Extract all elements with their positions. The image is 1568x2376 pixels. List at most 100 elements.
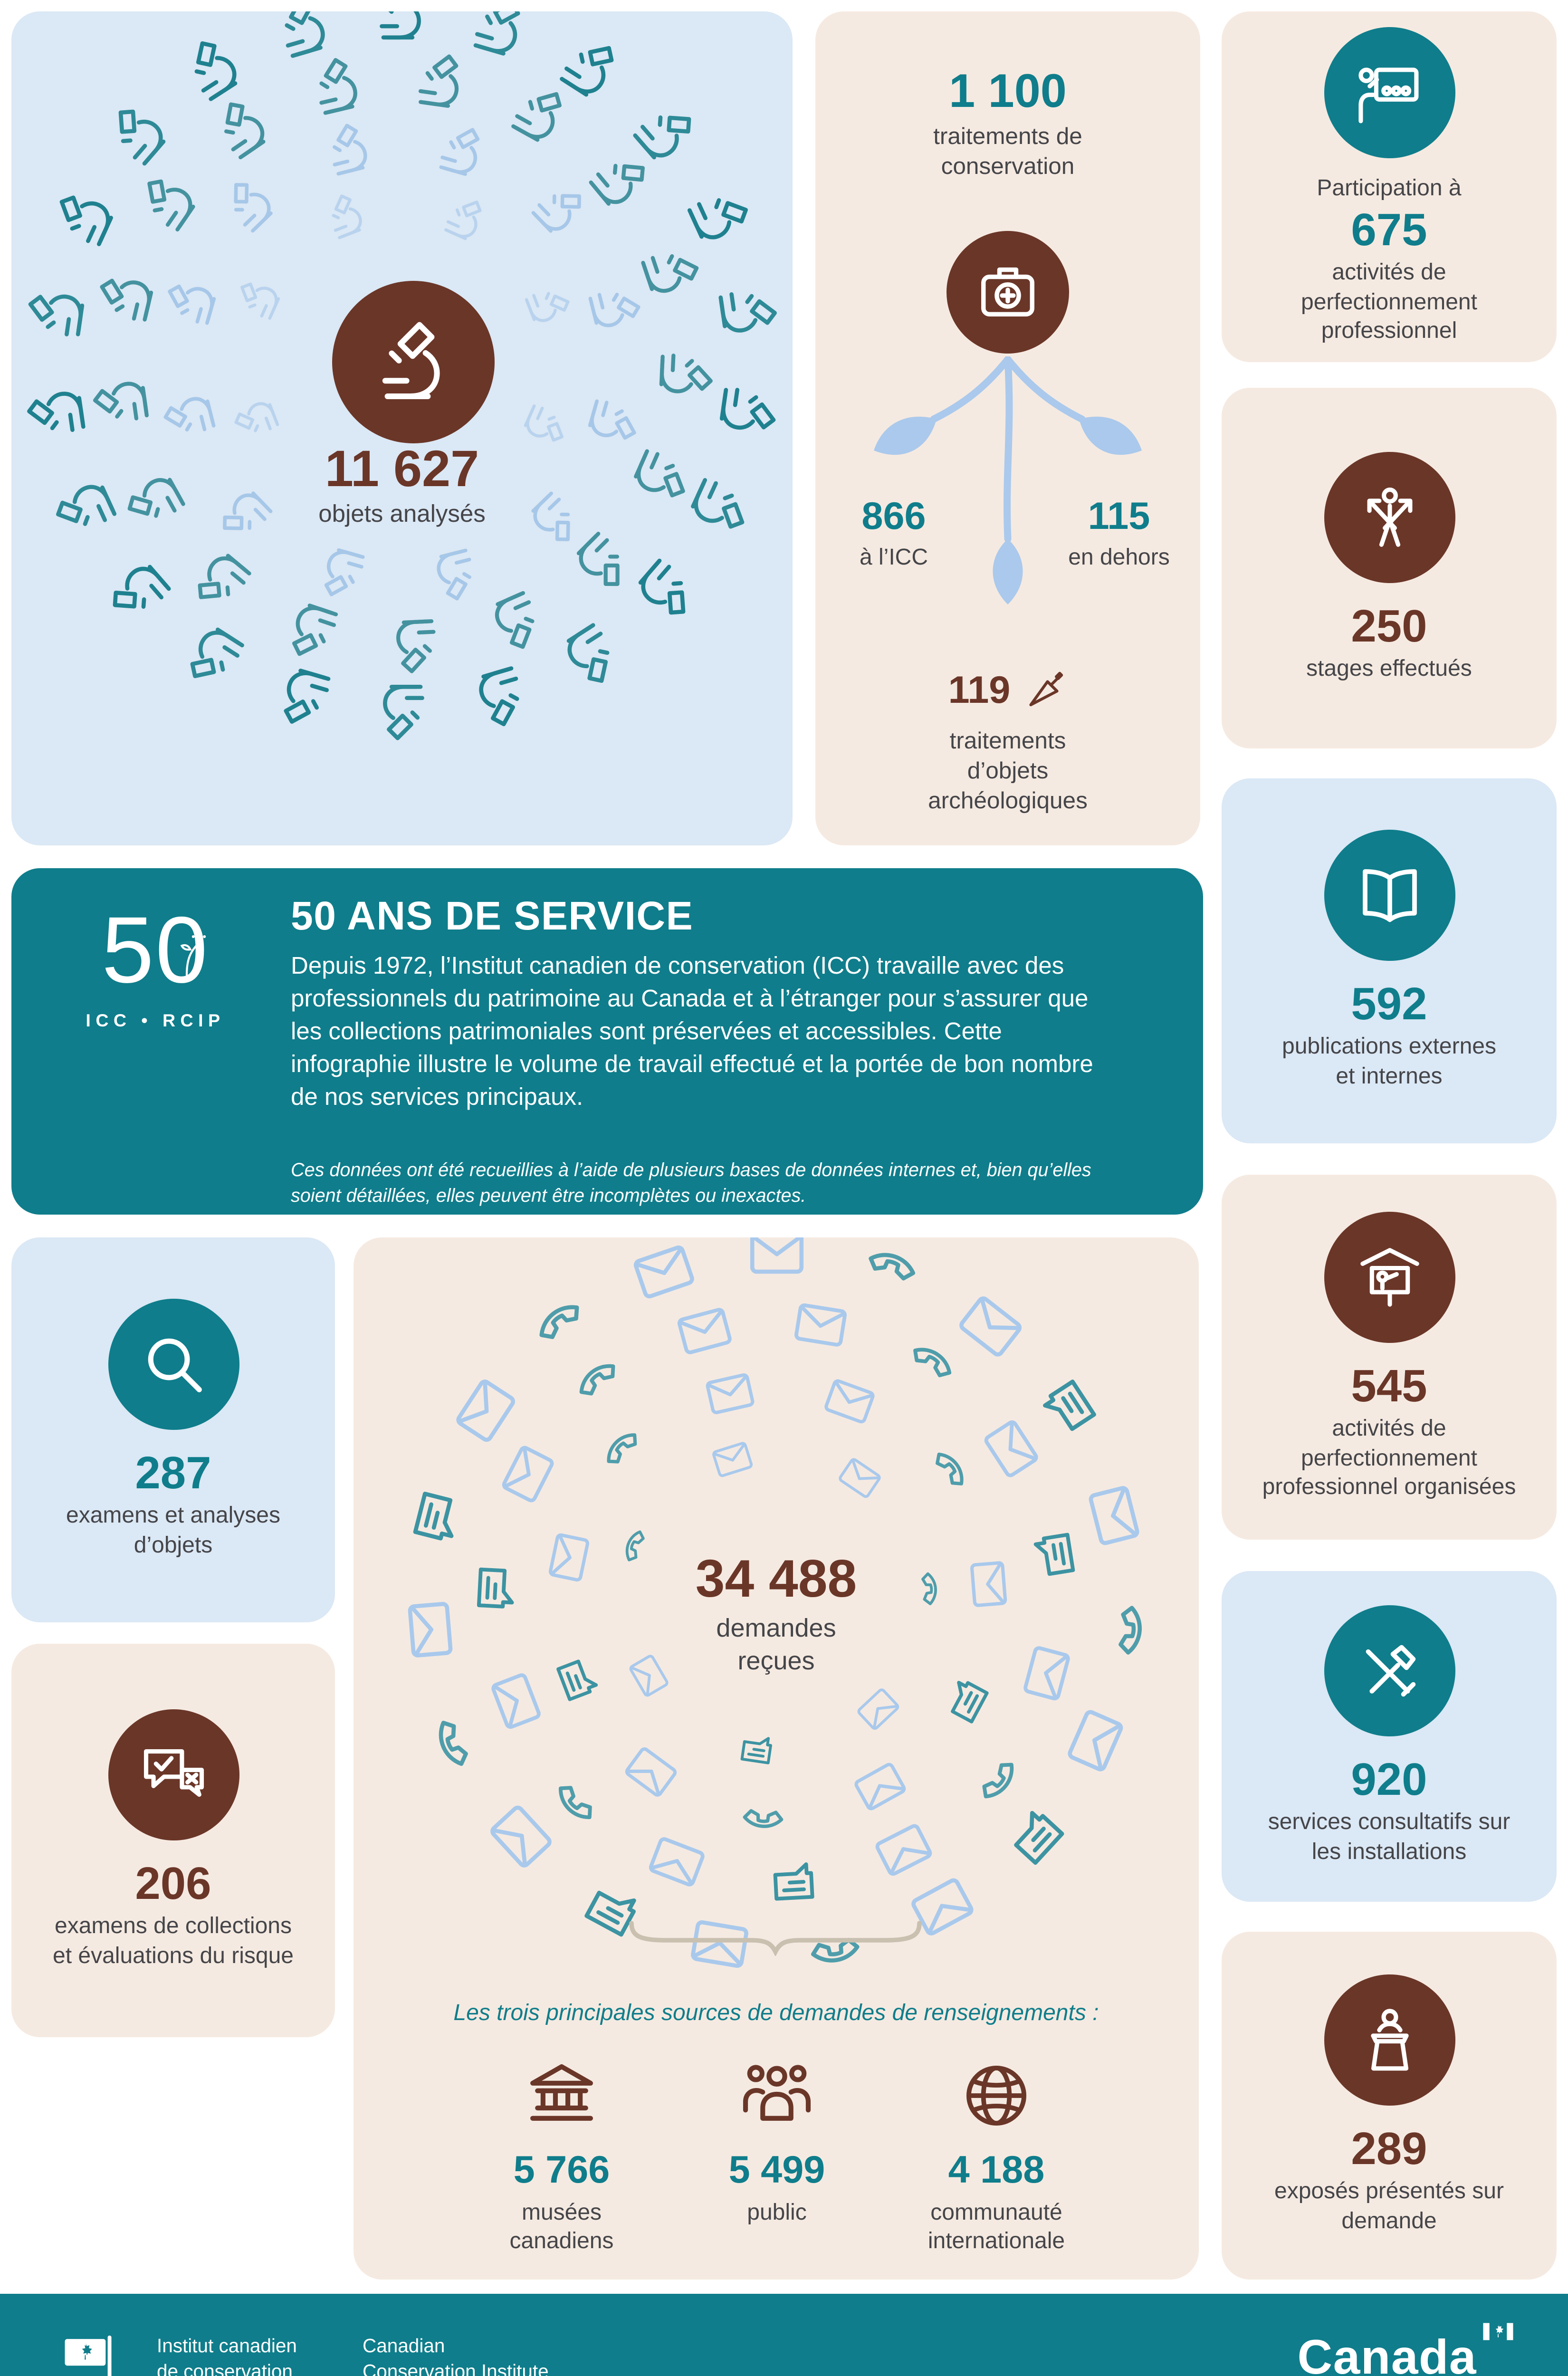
microscope-icon bbox=[277, 11, 326, 56]
person-arrows-icon bbox=[1352, 480, 1426, 554]
microscope-icon bbox=[634, 101, 698, 163]
facility-advisory-label: services consultatifs sur les installati… bbox=[1268, 1811, 1511, 1865]
treatments-at-icc: 866 à l’ICC bbox=[820, 495, 968, 573]
branch-graphic bbox=[874, 356, 1142, 604]
presentations-label: exposés présentés sur demande bbox=[1274, 2180, 1504, 2234]
microscope-icon bbox=[28, 392, 84, 436]
envelope-icon bbox=[1090, 1487, 1138, 1544]
envelope-icon bbox=[503, 1447, 554, 1502]
publications-value: 592 bbox=[1351, 977, 1427, 1029]
phone-icon bbox=[980, 1760, 1018, 1802]
chat-icon bbox=[775, 1864, 813, 1899]
banner-title: 50 ANS DE SERVICE bbox=[291, 894, 694, 938]
phone-icon bbox=[435, 1719, 469, 1767]
collection-assessments-label: examens de collections et évaluations du… bbox=[53, 1915, 294, 1969]
requests-value: 34 488 bbox=[695, 1550, 857, 1608]
treatments-outside: 115 en dehors bbox=[1045, 495, 1193, 573]
envelope-icon bbox=[1069, 1711, 1122, 1771]
cci-flag-logo bbox=[65, 2335, 112, 2376]
envelope-icon bbox=[858, 1689, 899, 1730]
envelope-icon bbox=[752, 1237, 802, 1272]
footer-fr-line2: de conservation bbox=[157, 2360, 293, 2376]
banner-body: Depuis 1972, l’Institut canadien de cons… bbox=[291, 952, 1093, 1111]
card-facility-advisory: 920 services consultatifs sur les instal… bbox=[1222, 1571, 1557, 1902]
logo-flower-sprig bbox=[180, 929, 206, 977]
envelope-icon bbox=[876, 1825, 932, 1876]
treatments-value: 1 100 bbox=[949, 64, 1067, 117]
footer-fr-name: Institut canadien de conservation bbox=[157, 2334, 297, 2376]
banner-50-years: 50 ICC • RCIP 50 ANS DE SERVICE Depuis 1… bbox=[11, 868, 1203, 1215]
phone-icon bbox=[744, 1811, 782, 1828]
microscope-icon bbox=[398, 621, 435, 672]
microscope-icon bbox=[288, 604, 337, 661]
source-public-label: public bbox=[747, 2201, 807, 2225]
chat-icon bbox=[946, 1679, 987, 1722]
microscope-icon bbox=[720, 288, 776, 333]
microscope-icon bbox=[419, 53, 461, 107]
microscope-icon bbox=[27, 292, 83, 336]
envelope-icon bbox=[635, 1246, 693, 1298]
microscope-icon bbox=[105, 103, 168, 165]
microscope-badge bbox=[332, 281, 495, 443]
trowel-icon bbox=[1022, 667, 1067, 713]
source-museums-label: musées canadiens bbox=[509, 2201, 614, 2254]
microscope-icon bbox=[588, 400, 640, 443]
presentations-badge bbox=[1323, 1974, 1455, 2106]
magnifier-icon bbox=[136, 1327, 210, 1401]
banner-note: Ces données ont été recueillies à l’aide… bbox=[291, 1159, 1091, 1206]
microscope-icon bbox=[689, 188, 751, 243]
microscope-icon bbox=[436, 550, 478, 602]
presenter-icon bbox=[1352, 1240, 1426, 1314]
card-collection-assessments: 206 examens de collections et évaluation… bbox=[11, 1644, 335, 2037]
treatments-label-1: traitements de bbox=[933, 124, 1082, 150]
source-international-value: 4 188 bbox=[948, 2148, 1045, 2191]
microscope-icon bbox=[326, 123, 368, 174]
card-presentations: 289 exposés présentés sur demande bbox=[1222, 1932, 1557, 2280]
examinations-badge bbox=[107, 1298, 239, 1430]
requests-label-2: reçues bbox=[737, 1647, 815, 1675]
source-museums: 5 766 musées canadiens bbox=[433, 2044, 690, 2257]
envelope-icon bbox=[492, 1674, 540, 1728]
treatments-card: 1 100 traitements de conservation 866 à … bbox=[815, 11, 1200, 845]
envelope-icon bbox=[855, 1763, 905, 1810]
objects-analyzed-label: objets analysés bbox=[318, 500, 486, 527]
treatments-outside-label: en dehors bbox=[1068, 546, 1170, 570]
envelope-icon bbox=[985, 1421, 1037, 1477]
publications-label: publications externes et internes bbox=[1282, 1035, 1496, 1089]
chat-icon bbox=[1009, 1810, 1062, 1863]
microscope-icon bbox=[235, 279, 281, 319]
treatments-label-2: conservation bbox=[941, 154, 1075, 180]
pd-organized-badge bbox=[1323, 1211, 1455, 1343]
card-examinations: 287 examens et analyses d’objets bbox=[11, 1237, 335, 1622]
crossed-tools-icon bbox=[1352, 1634, 1426, 1708]
card-publications: 592 publications externes et internes bbox=[1222, 778, 1557, 1143]
phone-icon bbox=[555, 1783, 595, 1823]
canada-flag-icon bbox=[1483, 2323, 1513, 2340]
footer-fr-line1: Institut canadien bbox=[157, 2335, 297, 2357]
publications-badge bbox=[1323, 829, 1455, 961]
microscope-icon bbox=[563, 624, 622, 688]
microscope-icon bbox=[182, 37, 240, 100]
first-aid-kit-icon bbox=[972, 257, 1043, 328]
envelope-icon bbox=[796, 1305, 846, 1345]
microscope-icon bbox=[136, 173, 197, 230]
envelope-icon bbox=[625, 1748, 676, 1797]
microscope-icon bbox=[184, 626, 243, 690]
microscope-icon bbox=[163, 396, 214, 438]
objects-analyzed-value: 11 627 bbox=[325, 439, 479, 498]
archaeological-value: 119 bbox=[948, 668, 1011, 711]
envelope-icon bbox=[825, 1380, 874, 1423]
microscope-icon bbox=[164, 281, 216, 324]
microscope-icon bbox=[368, 316, 459, 408]
facility-advisory-value: 920 bbox=[1351, 1753, 1427, 1805]
participation-pre-label: Participation à bbox=[1317, 176, 1462, 201]
internships-value: 250 bbox=[1351, 599, 1427, 651]
examinations-value: 287 bbox=[135, 1447, 211, 1498]
treatments-at-icc-label: à l’ICC bbox=[859, 546, 928, 570]
source-public-value: 5 499 bbox=[728, 2148, 825, 2191]
source-international: 4 188 communauté internationale bbox=[868, 2044, 1125, 2257]
envelope-icon bbox=[679, 1309, 731, 1353]
envelope-icon bbox=[491, 1806, 552, 1867]
source-museums-value: 5 766 bbox=[513, 2148, 610, 2191]
microscope-icon bbox=[532, 181, 587, 235]
